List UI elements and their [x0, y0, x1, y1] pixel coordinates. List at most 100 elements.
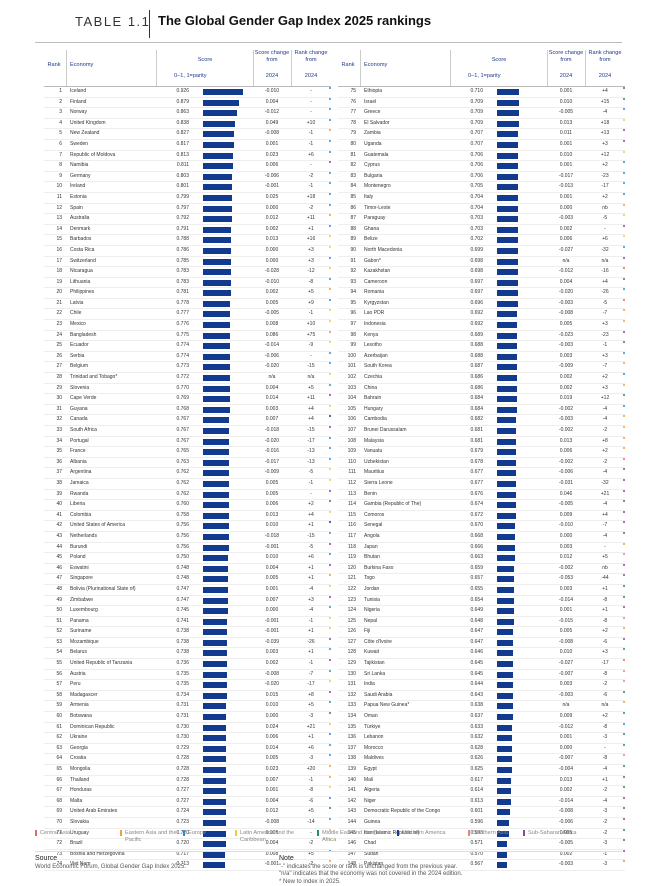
rank-cell: 27: [44, 362, 62, 372]
rank-change-cell: -1: [292, 182, 330, 192]
score-cell: 0.728: [167, 765, 189, 775]
rank-change-cell: +3: [586, 352, 624, 362]
rank-cell: 3: [44, 108, 62, 118]
rank-change-cell: +2: [586, 627, 624, 637]
rank-cell: 46: [44, 564, 62, 574]
score-bar: [497, 227, 518, 233]
score-change-cell: 0.007: [253, 596, 291, 606]
rank-cell: 126: [338, 627, 356, 637]
score-cell: 0.863: [167, 108, 189, 118]
score-cell: 0.643: [461, 691, 483, 701]
rank-change-cell: -7: [586, 521, 624, 531]
region-marker: [623, 850, 625, 852]
rank-cell: 54: [44, 648, 62, 658]
score-change-cell: 0.010: [547, 648, 585, 658]
economy-cell: Belarus: [70, 648, 87, 658]
score-bar: [203, 89, 243, 95]
region-marker: [329, 119, 331, 121]
economy-cell: Sierra Leone: [364, 479, 393, 489]
score-bar: [203, 650, 227, 656]
score-change-cell: 0.002: [547, 786, 585, 796]
rank-change-cell: n/a: [292, 373, 330, 383]
region-marker: [329, 235, 331, 237]
score-cell: 0.679: [461, 447, 483, 457]
note-line: * New to index in 2025.: [279, 879, 629, 886]
score-change-cell: 0.006: [547, 235, 585, 245]
economy-cell: Vanuatu: [364, 447, 382, 457]
score-change-cell: -0.017: [253, 458, 291, 468]
score-cell: 0.756: [167, 532, 189, 542]
rank-change-cell: +2: [586, 447, 624, 457]
score-change-cell: n/a: [547, 701, 585, 711]
score-cell: 0.697: [461, 278, 483, 288]
rank-change-cell: -6: [292, 797, 330, 807]
score-bar: [203, 703, 226, 709]
economy-cell: Latvia: [70, 299, 83, 309]
economy-cell: Niger: [364, 797, 376, 807]
economy-cell: Cape Verde: [70, 394, 96, 404]
rank-cell: 5: [44, 129, 62, 139]
column-rank-change-year: 2024: [292, 73, 330, 80]
rank-change-cell: +1: [586, 776, 624, 786]
score-change-cell: 0.011: [547, 129, 585, 139]
region-marker: [623, 437, 625, 439]
region-marker: [623, 267, 625, 269]
rank-change-cell: -7: [586, 309, 624, 319]
rank-change-cell: +9: [292, 299, 330, 309]
rank-cell: 10: [44, 182, 62, 192]
score-change-cell: -0.004: [547, 765, 585, 775]
score-bar: [203, 714, 226, 720]
rank-cell: 36: [44, 458, 62, 468]
score-change-cell: 0.001: [253, 585, 291, 595]
score-change-cell: 0.001: [547, 606, 585, 616]
score-change-cell: 0.002: [253, 659, 291, 669]
rank-cell: 24: [44, 331, 62, 341]
score-bar: [203, 195, 232, 201]
economy-cell: Estonia: [70, 193, 87, 203]
rank-cell: 25: [44, 341, 62, 351]
region-marker: [623, 394, 625, 396]
rank-cell: 2: [44, 98, 62, 108]
rank-change-cell: -14: [292, 818, 330, 828]
score-bar: [203, 449, 229, 455]
score-bar: [203, 100, 239, 106]
rank-cell: 116: [338, 521, 356, 531]
region-marker: [623, 776, 625, 778]
economy-cell: Philippines: [70, 288, 94, 298]
region-marker: [329, 140, 331, 142]
economy-cell: South Korea: [364, 362, 392, 372]
rank-cell: 26: [44, 352, 62, 362]
score-change-cell: 0.003: [547, 543, 585, 553]
score-change-cell: 0.023: [253, 151, 291, 161]
region-marker: [623, 288, 625, 290]
region-marker: [623, 723, 625, 725]
economy-cell: Luxembourg: [70, 606, 98, 616]
rank-change-cell: +4: [586, 87, 624, 97]
score-change-cell: -0.005: [253, 309, 291, 319]
score-bar: [497, 449, 516, 455]
economy-cell: Burkina Faso: [364, 564, 393, 574]
score-bar: [203, 735, 226, 741]
region-marker: [329, 585, 331, 587]
region-marker: [623, 384, 625, 386]
score-cell: 0.674: [461, 500, 483, 510]
economy-cell: Austria: [70, 670, 86, 680]
score-bar: [497, 820, 509, 826]
score-cell: 0.767: [167, 426, 189, 436]
economy-cell: Suriname: [70, 627, 91, 637]
source-block: Source World Economic Forum, Global Gend…: [35, 855, 265, 871]
score-cell: 0.758: [167, 511, 189, 521]
